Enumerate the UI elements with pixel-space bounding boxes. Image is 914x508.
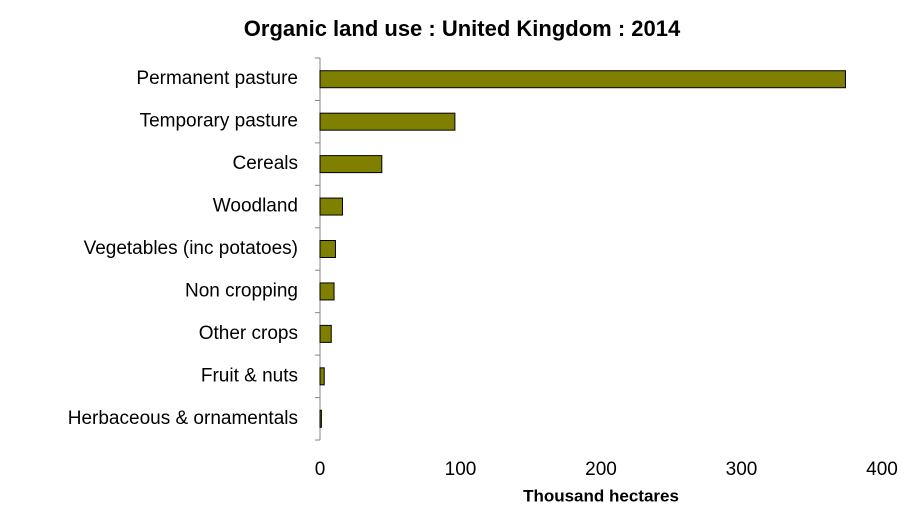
y-tick-label: Herbaceous & ornamentals [68,408,298,429]
bar [319,70,846,89]
bar [319,282,335,301]
bar [319,112,456,131]
x-tick-label: 0 [315,459,326,480]
y-tick-label: Woodland [213,196,298,217]
y-tick-label: Non cropping [185,280,298,301]
bar [319,240,336,258]
y-tick-label: Permanent pasture [136,68,298,89]
bar [319,367,325,386]
bar [319,197,343,216]
x-tick-label: 100 [445,459,477,480]
bar [319,324,332,343]
y-tick-label: Temporary pasture [140,111,298,132]
chart-title: Organic land use : United Kingdom : 2014 [244,16,681,41]
bar [319,155,383,174]
x-tick-label: 200 [585,459,617,480]
y-tick-label: Other crops [199,323,298,344]
bar [319,409,322,428]
y-tick-label: Cereals [233,153,298,174]
x-tick-label: 400 [866,459,898,480]
y-tick-label: Vegetables (inc potatoes) [84,238,298,259]
x-axis-title: Thousand hectares [523,486,679,505]
x-tick-label: 300 [726,459,758,480]
y-tick-label: Fruit & nuts [201,365,298,386]
